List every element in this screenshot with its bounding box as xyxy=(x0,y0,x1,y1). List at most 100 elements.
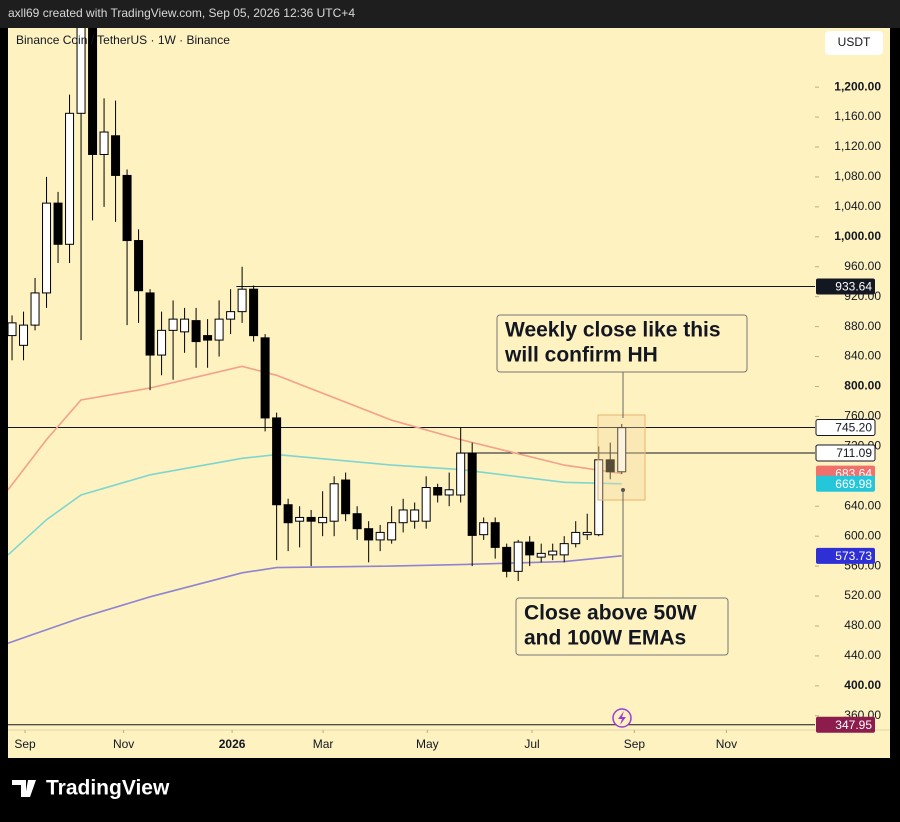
y-tick-label: 840.00 xyxy=(844,349,881,363)
x-tick-label: Jul xyxy=(524,737,539,751)
price-tag-label: 745.20 xyxy=(835,421,872,435)
candle-body xyxy=(134,240,144,292)
x-tick-label: 2026 xyxy=(219,737,246,751)
candle-body xyxy=(375,531,385,541)
candle-body xyxy=(536,552,546,558)
price-tag xyxy=(815,444,876,462)
candle-body xyxy=(145,292,155,356)
x-tick-label: Nov xyxy=(113,737,134,751)
candle-body xyxy=(19,324,29,346)
candle-body xyxy=(467,452,477,536)
price-tag-label: 347.95 xyxy=(835,718,872,732)
candle-body xyxy=(42,202,52,294)
price-axis: 360.00400.00440.00480.00520.00560.00600.… xyxy=(14,79,881,751)
price-tag xyxy=(815,418,876,436)
y-tick-label: 1,040.00 xyxy=(834,199,881,213)
price-tag-label: 669.98 xyxy=(835,477,872,491)
candle-body xyxy=(111,135,121,176)
candle-body xyxy=(571,531,581,545)
candle-body xyxy=(157,329,167,356)
y-tick-label: 400.00 xyxy=(844,678,881,692)
candle-body xyxy=(387,522,397,541)
candle-body xyxy=(30,292,40,326)
ema-line xyxy=(8,453,622,556)
note-line: will confirm HH xyxy=(504,344,658,367)
y-tick-label: 1,200.00 xyxy=(834,79,881,93)
y-tick-label: 1,160.00 xyxy=(834,109,881,123)
candle-body xyxy=(226,311,236,320)
candle-body xyxy=(180,318,190,333)
x-tick-label: May xyxy=(416,737,439,751)
candle-body xyxy=(99,131,109,155)
candle-body xyxy=(272,417,282,506)
candle-body xyxy=(214,318,224,341)
candle-body xyxy=(456,452,466,496)
candle-body xyxy=(548,550,558,556)
brand-logo-dot xyxy=(28,781,34,787)
candle-body xyxy=(479,522,489,536)
candle-body xyxy=(260,337,270,419)
candle-body xyxy=(53,202,63,245)
candle-body xyxy=(8,322,17,337)
header-bar xyxy=(0,0,900,28)
candle-body xyxy=(341,479,351,515)
note-line: and 100W EMAs xyxy=(524,627,686,650)
note-box xyxy=(515,597,729,656)
chart-area xyxy=(8,28,890,758)
price-tag-label: 933.64 xyxy=(835,280,872,294)
candle-body xyxy=(249,288,259,337)
currency-box xyxy=(825,31,883,55)
y-tick-label: 880.00 xyxy=(844,319,881,333)
y-tick-label: 800.00 xyxy=(844,379,881,393)
note-box xyxy=(496,314,748,373)
ema-line xyxy=(8,365,622,491)
candle-body xyxy=(502,546,512,572)
x-tick-label: Nov xyxy=(716,737,737,751)
candle-body xyxy=(398,509,408,524)
candle-body xyxy=(605,459,615,473)
candle-body xyxy=(617,427,627,473)
candle-body xyxy=(76,28,86,114)
currency: USDT xyxy=(838,35,871,49)
candle-body xyxy=(306,516,316,522)
candle-body xyxy=(433,487,443,496)
candle-body xyxy=(490,522,500,548)
candle-body xyxy=(525,541,535,556)
connector-dot xyxy=(621,488,625,492)
candle-body xyxy=(168,318,178,331)
x-tick-label: Sep xyxy=(624,737,646,751)
candle-body xyxy=(237,288,247,313)
candle-body xyxy=(122,174,132,242)
y-tick-label: 480.00 xyxy=(844,618,881,632)
candle-body xyxy=(203,335,213,341)
candle-body xyxy=(444,489,454,496)
highlight-box xyxy=(597,414,646,501)
y-tick-label: 960.00 xyxy=(844,259,881,273)
brand: TradingView xyxy=(46,777,170,800)
ema-line xyxy=(8,555,622,644)
plot xyxy=(8,28,815,726)
price-tag xyxy=(816,475,875,492)
candle-body xyxy=(421,487,431,522)
price-tag xyxy=(816,716,875,733)
x-tick-label: Sep xyxy=(14,737,36,751)
y-tick-label: 640.00 xyxy=(844,498,881,512)
candle-body xyxy=(364,528,374,541)
candle-body xyxy=(329,483,339,522)
candle-body xyxy=(559,543,569,556)
y-tick-label: 600.00 xyxy=(844,528,881,542)
price-tag xyxy=(816,547,875,564)
y-tick-label: 1,080.00 xyxy=(834,169,881,183)
y-tick-label: 440.00 xyxy=(844,648,881,662)
candle-body xyxy=(582,531,592,536)
credit: axll69 created with TradingView.com, Sep… xyxy=(8,6,355,20)
candle-body xyxy=(295,516,305,522)
x-tick-label: Mar xyxy=(313,737,334,751)
alert-bolt xyxy=(618,711,626,725)
price-tag-label: 573.73 xyxy=(835,549,872,563)
candle-body xyxy=(283,504,293,524)
candle-body xyxy=(513,541,523,572)
overlay: Binance Coin / TetherUS · 1W · Binance U… xyxy=(12,31,883,800)
